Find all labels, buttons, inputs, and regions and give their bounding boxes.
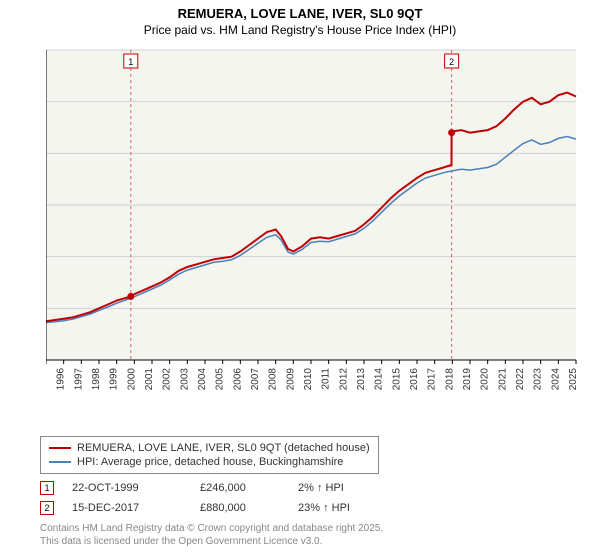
legend-item: REMUERA, LOVE LANE, IVER, SL0 9QT (detac… [49, 441, 370, 455]
footer-line-1: Contains HM Land Registry data © Crown c… [40, 522, 383, 535]
legend-label: HPI: Average price, detached house, Buck… [77, 456, 343, 468]
svg-text:2000: 2000 [126, 368, 137, 391]
svg-text:2001: 2001 [144, 368, 155, 391]
price-points-table: 1 22-OCT-1999 £246,000 2% ↑ HPI 2 15-DEC-2017… [40, 478, 378, 518]
svg-text:2025: 2025 [568, 368, 579, 391]
point-hpi-diff: 2% ↑ HPI [298, 482, 378, 494]
svg-text:2019: 2019 [462, 368, 473, 391]
svg-text:1997: 1997 [73, 368, 84, 391]
svg-text:2023: 2023 [533, 368, 544, 391]
svg-text:2011: 2011 [321, 368, 332, 390]
svg-text:2014: 2014 [374, 368, 385, 391]
svg-text:2002: 2002 [162, 368, 173, 391]
svg-text:2022: 2022 [515, 368, 526, 391]
svg-text:1999: 1999 [109, 368, 120, 391]
svg-text:2017: 2017 [427, 368, 438, 391]
chart-title: REMUERA, LOVE LANE, IVER, SL0 9QT [0, 6, 600, 21]
price-point-row: 1 22-OCT-1999 £246,000 2% ↑ HPI [40, 478, 378, 498]
price-point-row: 2 15-DEC-2017 £880,000 23% ↑ HPI [40, 498, 378, 518]
svg-text:2021: 2021 [497, 368, 508, 391]
point-hpi-diff: 23% ↑ HPI [298, 502, 378, 514]
price-chart: £0£200k£400k£600k£800k£1M£1.2M1995199619… [46, 44, 586, 398]
legend-item: HPI: Average price, detached house, Buck… [49, 455, 370, 469]
chart-container: REMUERA, LOVE LANE, IVER, SL0 9QT Price … [0, 0, 600, 560]
svg-text:2004: 2004 [197, 368, 208, 391]
point-price: £880,000 [200, 502, 280, 514]
svg-text:2024: 2024 [550, 368, 561, 391]
point-date: 22-OCT-1999 [72, 482, 182, 494]
svg-text:2015: 2015 [391, 368, 402, 391]
svg-text:1: 1 [128, 57, 133, 67]
svg-text:2009: 2009 [285, 368, 296, 391]
footer-line-2: This data is licensed under the Open Gov… [40, 535, 383, 548]
svg-text:2006: 2006 [232, 368, 243, 391]
legend-swatch [49, 461, 71, 463]
svg-text:2005: 2005 [215, 368, 226, 391]
svg-text:2013: 2013 [356, 368, 367, 391]
chart-subtitle: Price paid vs. HM Land Registry's House … [0, 23, 600, 37]
point-price: £246,000 [200, 482, 280, 494]
point-date: 15-DEC-2017 [72, 502, 182, 514]
legend-swatch [49, 447, 71, 449]
legend-label: REMUERA, LOVE LANE, IVER, SL0 9QT (detac… [77, 442, 370, 454]
svg-text:1998: 1998 [91, 368, 102, 391]
svg-text:2003: 2003 [179, 368, 190, 391]
svg-text:1996: 1996 [56, 368, 67, 391]
marker-number-box: 1 [40, 481, 54, 495]
svg-text:2: 2 [449, 57, 454, 67]
marker-number-box: 2 [40, 501, 54, 515]
svg-text:2007: 2007 [250, 368, 261, 391]
svg-text:2008: 2008 [268, 368, 279, 391]
svg-text:2010: 2010 [303, 368, 314, 391]
svg-text:2018: 2018 [444, 368, 455, 391]
chart-legend: REMUERA, LOVE LANE, IVER, SL0 9QT (detac… [40, 436, 379, 474]
svg-text:2016: 2016 [409, 368, 420, 391]
svg-text:1995: 1995 [46, 368, 49, 391]
footer-attribution: Contains HM Land Registry data © Crown c… [40, 522, 383, 548]
title-block: REMUERA, LOVE LANE, IVER, SL0 9QT Price … [0, 0, 600, 41]
svg-text:2012: 2012 [338, 368, 349, 391]
svg-text:2020: 2020 [480, 368, 491, 391]
